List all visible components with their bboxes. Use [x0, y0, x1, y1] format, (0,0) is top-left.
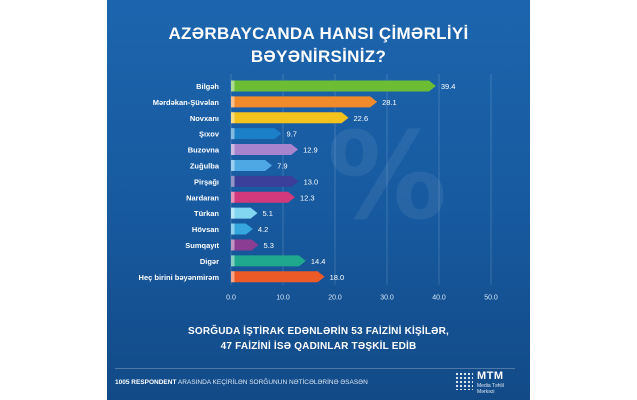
category-label: Pirşağı: [194, 177, 219, 186]
logo-dots-icon: [455, 372, 473, 390]
bar-cap: [231, 271, 235, 283]
value-label: 12.3: [300, 193, 315, 202]
category-label: Sumqayıt: [185, 241, 219, 250]
bar-cap: [231, 80, 235, 92]
category-label: Digər: [200, 257, 219, 266]
value-label: 5.3: [264, 241, 274, 250]
category-label: Şıxov: [199, 130, 220, 139]
value-label: 13.0: [304, 177, 319, 186]
infographic-card: % AZƏRBAYCANDA HANSI ÇİMƏRLİYİ BƏYƏNİRSİ…: [107, 0, 530, 400]
mtm-logo: MTM Media Təhlil Mərkəzi: [455, 370, 525, 396]
bar: [231, 112, 349, 124]
bar-chart: 0.0 10.0 20.0 30.0 40.0 50.0 Bilgəh 39.4 Mərdəka…: [139, 74, 498, 302]
bar-cap: [231, 207, 235, 219]
bar: [231, 239, 259, 251]
bar-cap: [231, 112, 235, 124]
bar: [231, 159, 273, 171]
chart-title-line2: BƏYƏNİRSİNİZ?: [250, 47, 387, 66]
logo-name: MTM: [477, 370, 504, 382]
bar-cap: [231, 175, 235, 187]
value-label: 12.9: [303, 146, 318, 155]
bar: [231, 80, 436, 92]
percent-watermark-icon: %: [327, 108, 448, 247]
bar-cap: [231, 128, 235, 140]
category-label: Heç birini bəyənmirəm: [139, 273, 220, 282]
value-label: 39.4: [441, 82, 456, 91]
survey-note-line2: 47 FAİZİNİ İSƏ QADINLAR TƏŞKİL EDİB: [220, 341, 417, 352]
x-tick-label: 50.0: [484, 295, 498, 302]
survey-note-line1: SORĞUDA İŞTİRAK EDƏNLƏRİN 53 FAİZİNİ KİŞ…: [188, 326, 449, 337]
category-label: Zuğulba: [190, 161, 220, 170]
category-label: Buzovna: [188, 146, 220, 155]
bar-cap: [231, 239, 235, 251]
logo-subtitle: Media Təhlil Mərkəzi: [477, 383, 504, 395]
bar: [231, 128, 282, 140]
value-label: 9.7: [286, 130, 296, 139]
chart-title-line1: AZƏRBAYCANDA HANSI ÇİMƏRLİYİ: [168, 24, 469, 43]
category-label: Türkan: [194, 209, 219, 218]
bar-cap: [231, 223, 235, 235]
bar: [231, 175, 299, 187]
bar: [231, 255, 306, 267]
footer-source-text: ARASINDA KEÇİRİLƏN SORĞUNUN NƏTİCƏLƏRİNƏ…: [176, 379, 368, 386]
bar-cap: [231, 159, 235, 171]
value-label: 5.1: [263, 209, 273, 218]
x-tick-label: 10.0: [276, 295, 290, 302]
value-label: 7.9: [277, 161, 287, 170]
bar: [231, 271, 325, 283]
category-label: Novxanı: [190, 114, 219, 123]
bar: [231, 191, 295, 203]
value-label: 18.0: [330, 273, 345, 282]
category-label: Hövsan: [192, 225, 220, 234]
x-tick-label: 20.0: [328, 295, 342, 302]
bar-cap: [231, 144, 235, 156]
x-tick-label: 30.0: [380, 295, 394, 302]
bar: [231, 96, 378, 108]
footer-divider: [115, 368, 515, 369]
category-label: Mərdəkan-Şüvəlan: [153, 98, 220, 107]
footer-source: 1005 RESPONDENT ARASINDA KEÇİRİLƏN SORĞU…: [115, 379, 368, 386]
bar: [231, 207, 258, 219]
bar-cap: [231, 96, 235, 108]
bar: [231, 144, 299, 156]
x-tick-label: 40.0: [432, 295, 446, 302]
bar-cap: [231, 255, 235, 267]
category-label: Nardaran: [186, 193, 219, 202]
value-label: 4.2: [258, 225, 268, 234]
value-label: 14.4: [311, 257, 326, 266]
bar-cap: [231, 191, 235, 203]
bar: [231, 223, 253, 235]
x-tick-label: 0.0: [226, 295, 236, 302]
footer-respondents: 1005 RESPONDENT: [115, 379, 177, 386]
category-label: Bilgəh: [196, 82, 219, 91]
value-label: 28.1: [382, 98, 397, 107]
value-label: 22.6: [354, 114, 369, 123]
